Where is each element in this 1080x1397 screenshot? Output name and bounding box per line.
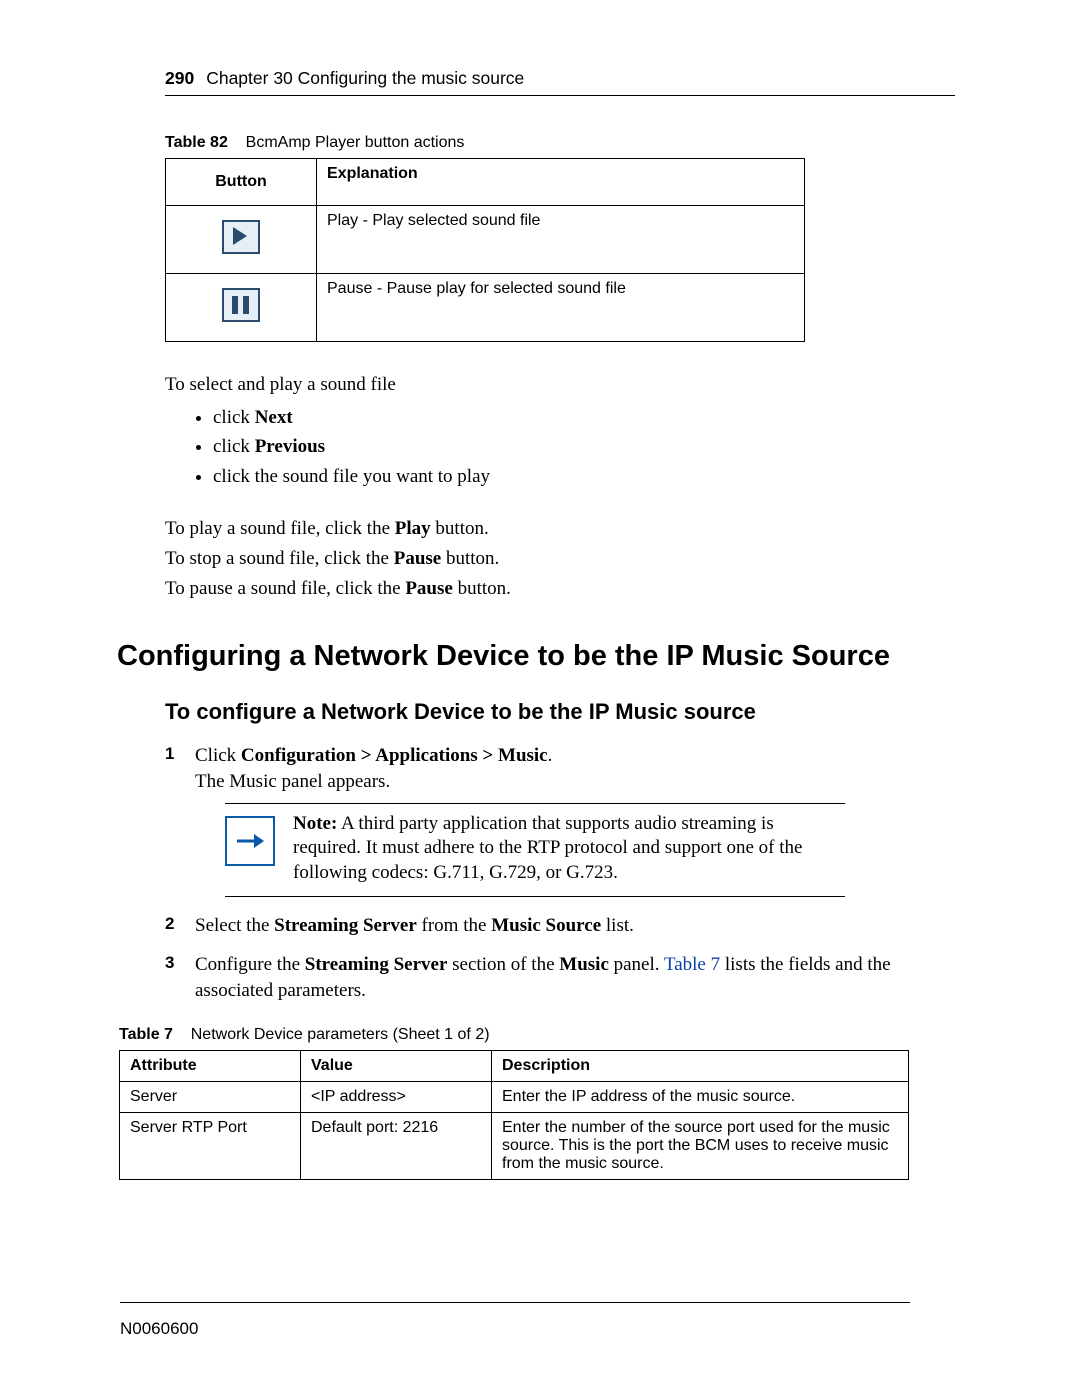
intro-lead: To select and play a sound file xyxy=(165,372,955,398)
document-page: 290 Chapter 30 Configuring the music sou… xyxy=(0,0,1080,1397)
steps-list: 1 Click Configuration > Applications > M… xyxy=(165,743,955,1003)
list-item: click the sound file you want to play xyxy=(213,463,955,491)
table-row: Server RTP Port Default port: 2216 Enter… xyxy=(120,1112,909,1179)
play-paragraphs: To play a sound file, click the Play but… xyxy=(165,518,955,600)
chapter-title: Chapter 30 Configuring the music source xyxy=(206,68,524,89)
table82-header-explanation: Explanation xyxy=(317,159,805,206)
table82-caption: Table 82 BcmAmp Player button actions xyxy=(165,134,955,152)
arrow-right-icon xyxy=(225,816,275,866)
table7-header-value: Value xyxy=(301,1050,492,1081)
step-1: 1 Click Configuration > Applications > M… xyxy=(165,743,955,896)
pause-icon xyxy=(222,288,260,322)
page-header: 290 Chapter 30 Configuring the music sou… xyxy=(165,68,955,96)
list-item: click Next xyxy=(213,404,955,432)
play-icon xyxy=(222,220,260,254)
document-number: N0060600 xyxy=(120,1319,198,1338)
section-heading: Configuring a Network Device to be the I… xyxy=(117,640,955,673)
table7: Attribute Value Description Server <IP a… xyxy=(119,1050,909,1180)
table-row: Play - Play selected sound file xyxy=(166,206,805,274)
table-row: Server <IP address> Enter the IP address… xyxy=(120,1081,909,1112)
note-box: Note: A third party application that sup… xyxy=(225,803,845,897)
table7-link[interactable]: Table 7 xyxy=(664,954,720,975)
note-text: Note: A third party application that sup… xyxy=(293,812,845,886)
table82: Button Explanation Play - Play selected … xyxy=(165,158,805,342)
table7-caption: Table 7 Network Device parameters (Sheet… xyxy=(119,1026,955,1044)
page-number: 290 xyxy=(165,68,194,89)
table7-header-attr: Attribute xyxy=(120,1050,301,1081)
subsection-heading: To configure a Network Device to be the … xyxy=(165,699,955,725)
step-2: 2 Select the Streaming Server from the M… xyxy=(165,913,955,939)
list-item: click Previous xyxy=(213,433,955,461)
table7-header-desc: Description xyxy=(492,1050,909,1081)
intro-bullets: click Next click Previous click the soun… xyxy=(165,404,955,491)
table-row: Pause - Pause play for selected sound fi… xyxy=(166,274,805,342)
table82-header-button: Button xyxy=(166,159,317,206)
footer: N0060600 xyxy=(120,1302,910,1339)
step-3: 3 Configure the Streaming Server section… xyxy=(165,952,955,1003)
